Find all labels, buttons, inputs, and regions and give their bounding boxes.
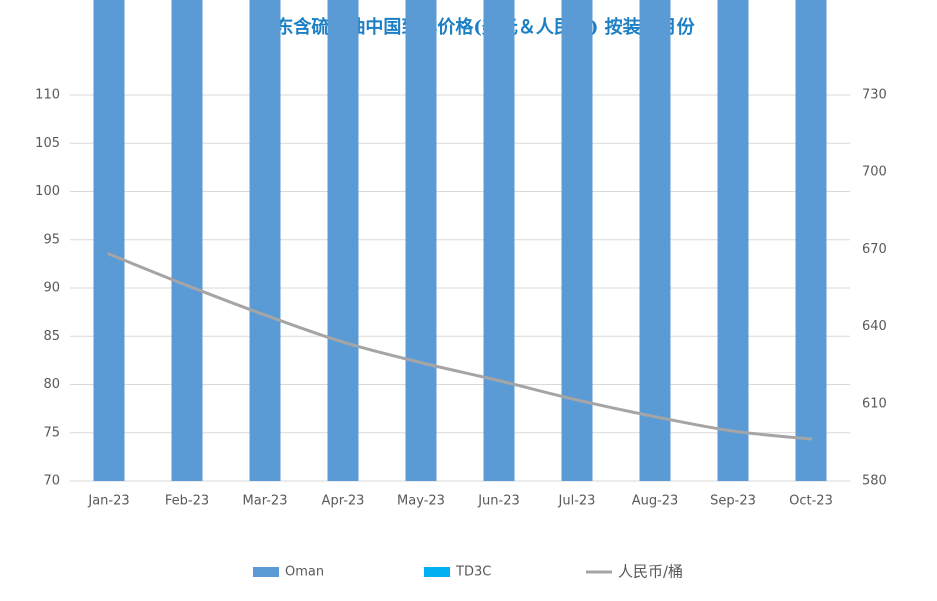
bar-segment <box>639 0 671 481</box>
x-tick-label: Mar-23 <box>243 494 288 509</box>
line <box>107 252 813 441</box>
bar-segment <box>717 0 749 481</box>
x-tick-label: Jan-23 <box>87 494 129 509</box>
chart-title: 中东含硫原油中国到岸价格(美元＆人民币) 按装货月份 <box>257 16 695 38</box>
y2-tick-label: 670 <box>862 242 887 257</box>
legend-swatch <box>424 567 450 577</box>
bar-segment <box>483 0 515 481</box>
legend-swatch <box>253 567 279 577</box>
y2-tick-label: 610 <box>862 396 887 411</box>
y-tick-label: 110 <box>35 88 60 103</box>
legend-label: Oman <box>285 565 324 580</box>
x-tick-label: Feb-23 <box>165 494 209 509</box>
bar-segment <box>561 0 593 482</box>
bar-segment <box>795 0 827 481</box>
x-tick-label: Aug-23 <box>632 494 679 509</box>
legend-label: 人民币/桶 <box>618 563 683 581</box>
x-tick-label: Jul-23 <box>558 494 596 509</box>
y-tick-label: 105 <box>35 136 60 151</box>
x-tick-label: Sep-23 <box>710 494 756 509</box>
y-tick-label: 75 <box>43 425 60 440</box>
x-tick-label: Oct-23 <box>789 494 833 509</box>
x-tick-label: Jun-23 <box>477 494 520 509</box>
bar-segment <box>249 0 281 481</box>
y-tick-label: 100 <box>35 184 60 199</box>
legend-label: TD3C <box>455 565 491 580</box>
y2-tick-label: 730 <box>862 88 887 103</box>
bar-segment <box>171 0 203 481</box>
y-tick-label: 90 <box>43 281 60 296</box>
y2-tick-label: 580 <box>862 474 887 489</box>
bar-segment <box>93 0 125 481</box>
x-tick-label: Apr-23 <box>322 494 365 509</box>
y2-tick-label: 640 <box>862 319 887 334</box>
x-tick-label: May-23 <box>397 494 445 509</box>
y-tick-label: 95 <box>43 232 60 247</box>
bar-segment <box>405 0 437 481</box>
y2-tick-label: 700 <box>862 165 887 180</box>
y-tick-label: 80 <box>43 377 60 392</box>
bar-segment <box>327 0 359 482</box>
y-tick-label: 70 <box>43 474 60 489</box>
y-tick-label: 85 <box>43 329 60 344</box>
